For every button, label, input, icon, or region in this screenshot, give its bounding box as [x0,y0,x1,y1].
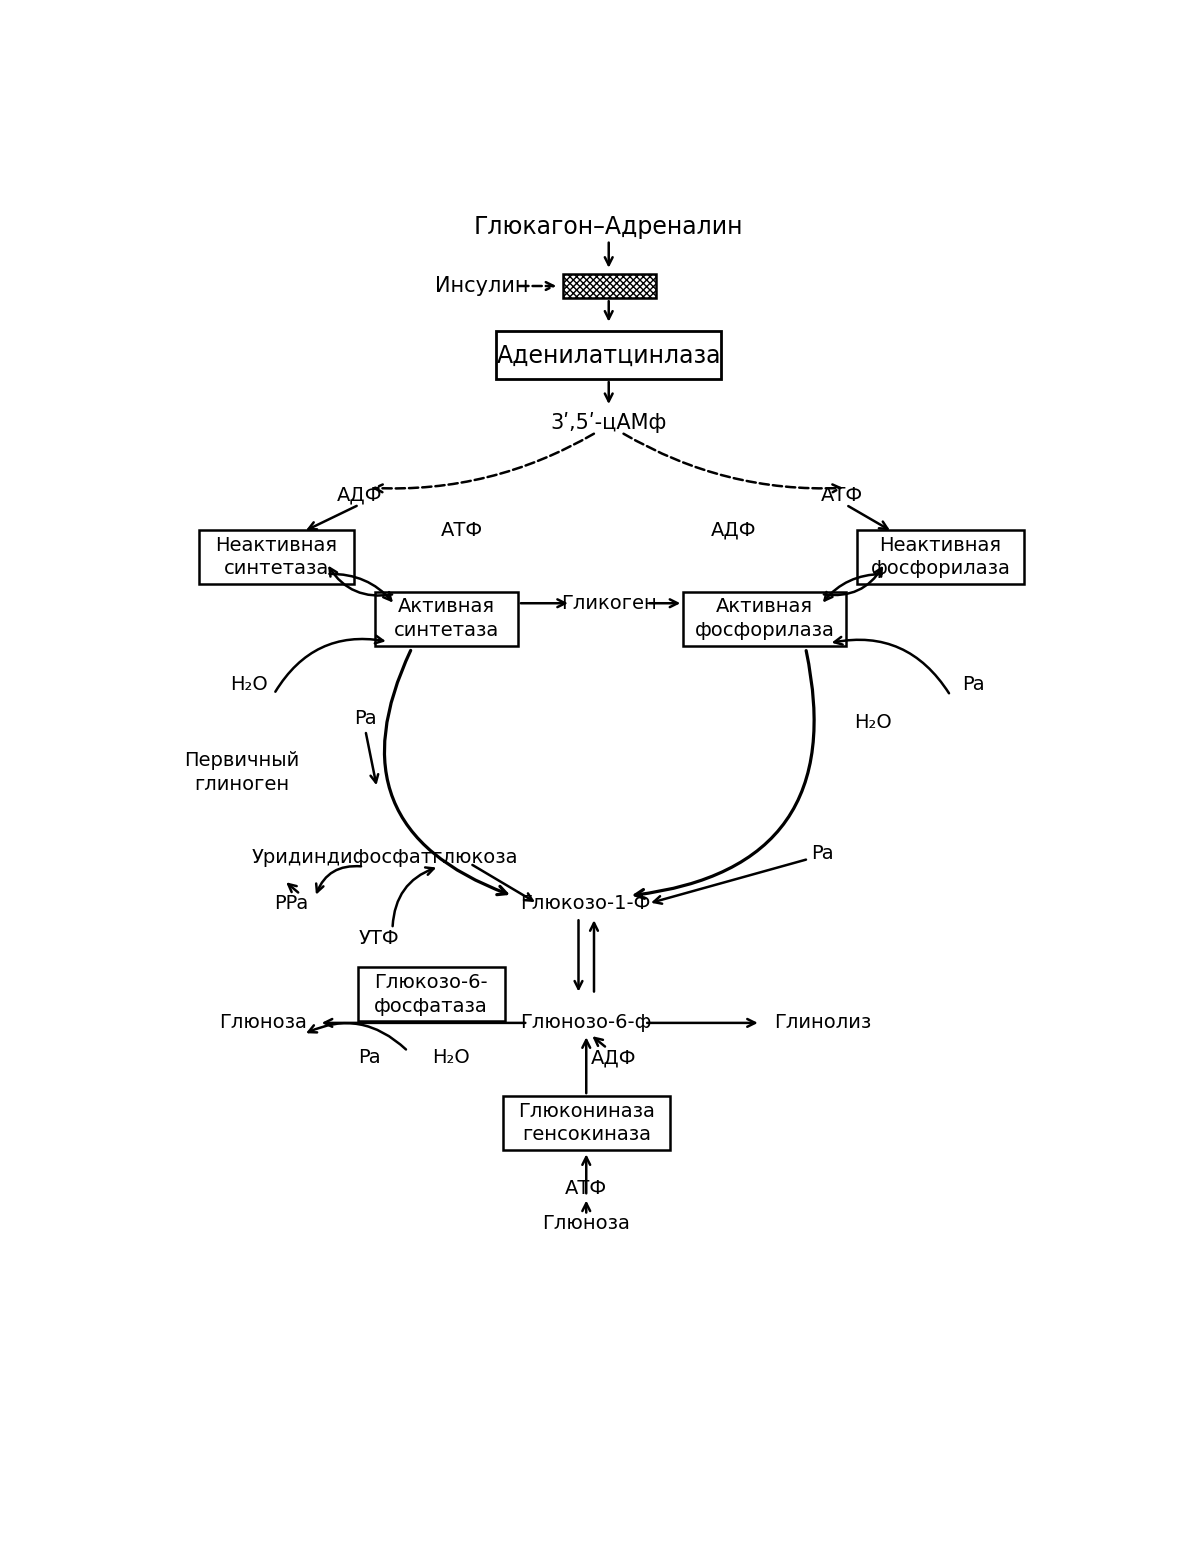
Text: Гликоген: Гликоген [560,594,656,612]
Text: Глюкагон–Адреналин: Глюкагон–Адреналин [474,216,743,239]
Text: АТФ: АТФ [442,520,483,539]
Text: Глюкониназа
генсокиназа: Глюкониназа генсокиназа [518,1101,655,1145]
Text: H₂O: H₂O [855,714,891,733]
Text: PPa: PPa [274,893,309,914]
Bar [357,967,504,1022]
Text: H₂O: H₂O [432,1048,470,1067]
Text: Глюноза: Глюноза [220,1014,307,1032]
Text: АДФ: АДФ [711,520,756,539]
Text: Уридиндифосфатглюкоза: Уридиндифосфатглюкоза [252,848,518,867]
Text: Неактивная
фосфорилаза: Неактивная фосфорилаза [870,536,1010,578]
Bar [563,273,656,298]
Text: Pa: Pa [811,843,834,862]
Bar [684,592,846,645]
Bar [496,331,721,380]
Text: Инсулин: Инсулин [434,276,528,297]
Text: Аденилатцинлаза: Аденилатцинлаза [496,344,721,367]
Text: Pa: Pa [354,709,376,728]
Text: H₂O: H₂O [230,675,268,694]
Text: Глюкозо-1-Ф: Глюкозо-1-Ф [520,893,650,914]
Text: Pa: Pa [963,675,985,694]
Text: АДФ: АДФ [336,486,382,505]
Text: Глюноза: Глюноза [542,1214,630,1232]
Bar [375,592,519,645]
Text: АДФ: АДФ [591,1048,636,1067]
Text: Первичный
глиноген: Первичный глиноген [184,751,299,793]
Text: АТФ: АТФ [565,1179,608,1198]
Bar [857,530,1023,584]
Text: Активная
синтетаза: Активная синтетаза [394,597,500,640]
Text: Неактивная
синтетаза: Неактивная синтетаза [215,536,337,578]
Text: Pa: Pa [358,1048,381,1067]
Text: Глюнозо-6-ф: Глюнозо-6-ф [521,1014,652,1032]
Text: Активная
фосфорилаза: Активная фосфорилаза [694,597,834,640]
Text: Глюкозо-6-
фосфатаза: Глюкозо-6- фосфатаза [374,973,488,1015]
Text: УТФ: УТФ [358,929,400,948]
Text: АТФ: АТФ [821,486,863,505]
Bar [503,1097,669,1150]
Text: Глинолиз: Глинолиз [774,1014,871,1032]
Text: 3ʹ,5ʹ-цАМф: 3ʹ,5ʹ-цАМф [551,412,667,433]
Bar [198,530,354,584]
